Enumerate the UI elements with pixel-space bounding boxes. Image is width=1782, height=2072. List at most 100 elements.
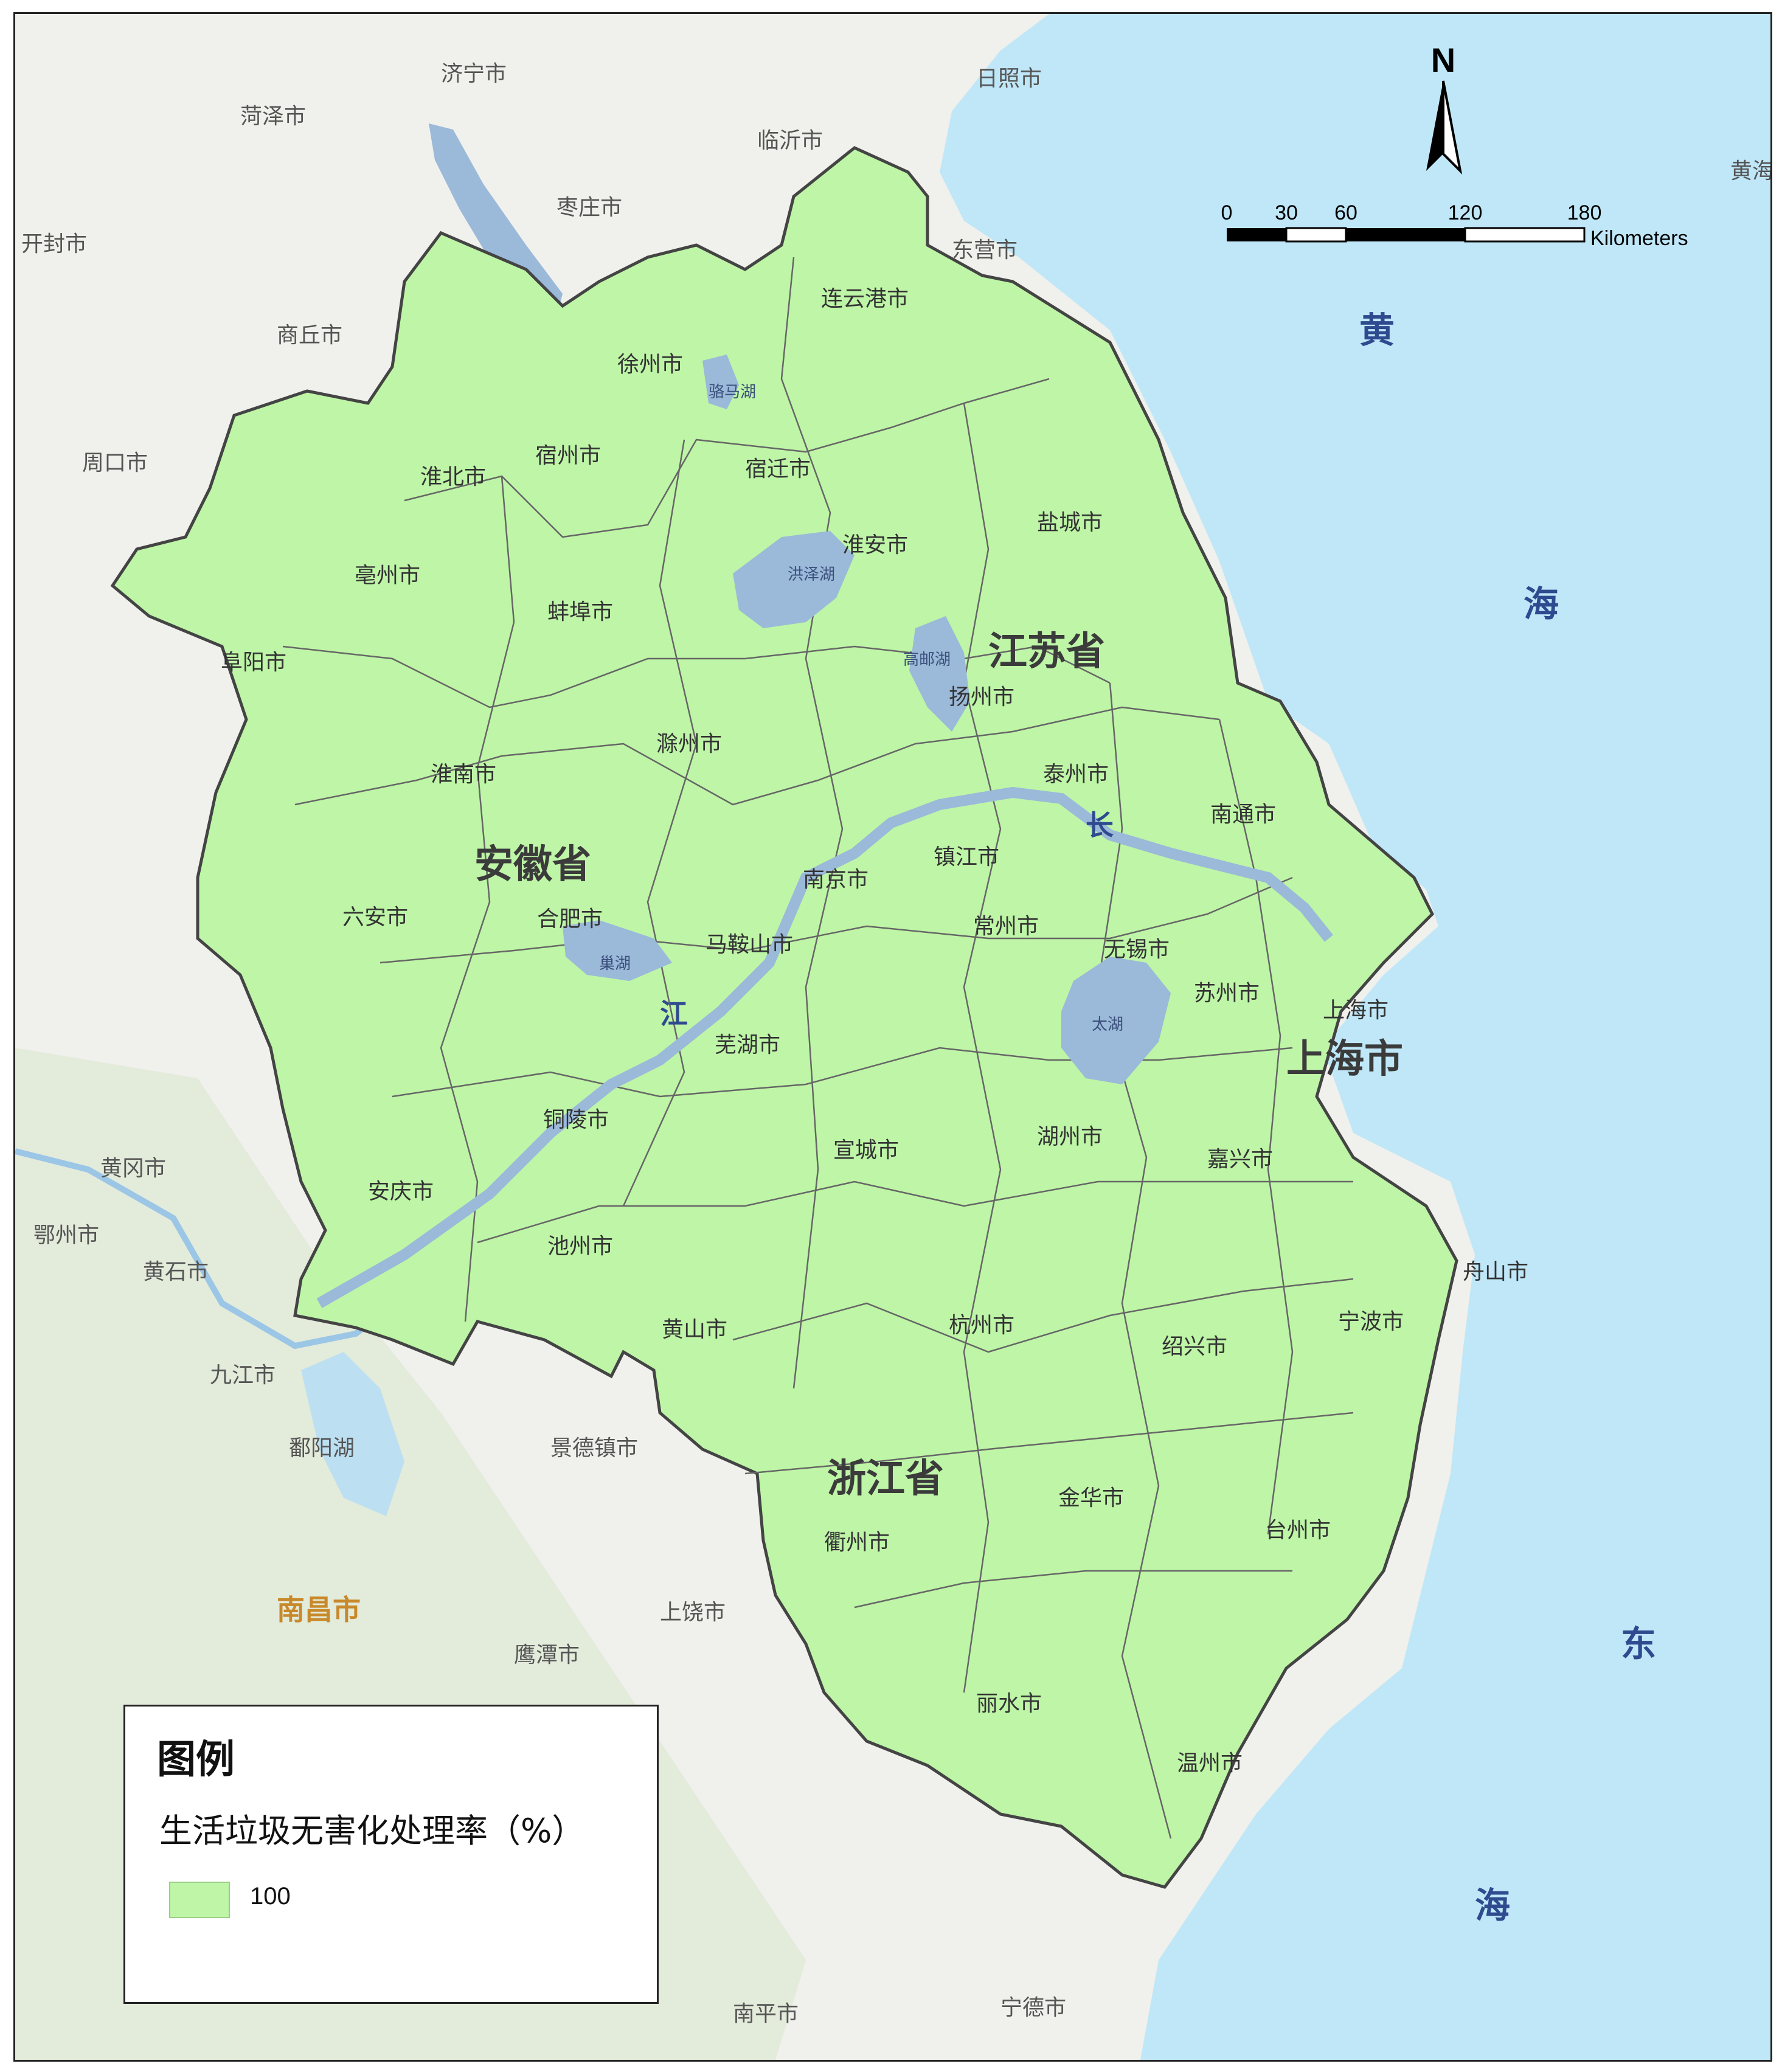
city-label: 无锡市 <box>1104 937 1170 962</box>
province-label: 安徽省 <box>474 842 591 887</box>
scale-tick-30: 30 <box>1275 201 1298 224</box>
scale-tick-0: 0 <box>1221 201 1233 224</box>
city-label: 绍兴市 <box>1162 1334 1227 1359</box>
place-label: 周口市 <box>82 451 148 476</box>
city-label: 阜阳市 <box>221 650 286 675</box>
sea-area <box>940 14 1770 2060</box>
place-label: 商丘市 <box>277 323 342 348</box>
place-label: 日照市 <box>976 66 1042 91</box>
north-label: N <box>1431 41 1455 79</box>
place-label: 黄石市 <box>143 1259 209 1284</box>
city-label: 盐城市 <box>1037 510 1103 535</box>
hongze-lake <box>733 531 855 628</box>
north-arrow-icon: N <box>1426 41 1463 175</box>
tai-lake <box>1061 957 1171 1084</box>
city-label: 铜陵市 <box>543 1107 609 1132</box>
sea-label: 东 <box>1621 1623 1656 1665</box>
city-label: 六安市 <box>342 905 408 930</box>
place-label: 鄂州市 <box>33 1223 99 1248</box>
lake-label: 高邮湖 <box>903 651 951 669</box>
city-label: 扬州市 <box>949 685 1014 710</box>
city-label: 徐州市 <box>617 352 683 377</box>
place-label: 上饶市 <box>660 1600 726 1625</box>
chao-lake <box>563 920 672 981</box>
city-label: 亳州市 <box>355 563 420 588</box>
legend-title: 图例 <box>157 1738 235 1783</box>
lake-label: 太湖 <box>1092 1016 1123 1034</box>
place-label: 菏泽市 <box>240 104 306 129</box>
sea-label: 海 <box>1524 583 1559 625</box>
nansi-lake <box>429 123 563 318</box>
legend-subtitle: 生活垃圾无害化处理率（%） <box>159 1812 585 1850</box>
scale-tick-60: 60 <box>1334 201 1357 224</box>
city-label: 镇江市 <box>934 845 999 870</box>
city-label: 温州市 <box>1177 1751 1243 1776</box>
place-label: 东营市 <box>952 238 1018 263</box>
place-label: 南平市 <box>733 2001 799 2026</box>
place-label: 临沂市 <box>757 128 823 153</box>
place-label: 宁德市 <box>1000 1995 1066 2020</box>
yangtze-river <box>316 786 1334 1308</box>
place-label: 南昌市 <box>277 1593 361 1626</box>
city-label: 淮南市 <box>431 762 496 787</box>
city-label: 苏州市 <box>1194 981 1260 1006</box>
city-label: 湖州市 <box>1037 1124 1103 1149</box>
city-label: 台州市 <box>1265 1518 1331 1543</box>
background-places: 济宁市 日照市 菏泽市 临沂市 枣庄市 开封市 商丘市 周口市 黄冈市 鄂州市 … <box>21 61 1770 2026</box>
yangtze-delta-region <box>110 146 1458 1889</box>
city-label: 连云港市 <box>821 286 909 311</box>
city-label: 黄山市 <box>662 1317 727 1342</box>
gaoyou-lake <box>909 616 970 732</box>
city-label: 嘉兴市 <box>1207 1147 1273 1172</box>
province-label: 江苏省 <box>988 629 1105 674</box>
city-label: 宣城市 <box>833 1138 899 1163</box>
city-label: 衢州市 <box>824 1530 890 1555</box>
city-label: 蚌埠市 <box>547 600 613 625</box>
place-label: 鄱阳湖 <box>289 1436 355 1461</box>
city-label: 宿州市 <box>535 443 601 468</box>
city-label: 金华市 <box>1058 1486 1124 1511</box>
city-label: 杭州市 <box>949 1313 1014 1338</box>
city-label: 安庆市 <box>368 1179 434 1204</box>
river-label: 江 <box>660 997 688 1030</box>
city-label: 池州市 <box>547 1234 613 1259</box>
river-label: 长 <box>1086 809 1114 842</box>
scale-bar: 0 30 60 120 180 Kilometers <box>1221 201 1688 250</box>
place-label: 黄海 <box>1730 159 1770 184</box>
city-label: 宁波市 <box>1338 1309 1404 1334</box>
lake-label: 巢湖 <box>599 955 631 973</box>
place-label: 景德镇市 <box>550 1436 638 1461</box>
province-label: 上海市 <box>1286 1037 1403 1082</box>
place-label: 鹰潭市 <box>514 1643 580 1668</box>
city-labels: 连云港市 徐州市 宿迁市 宿州市 淮北市 盐城市 淮安市 亳州市 蚌埠市 阜阳市… <box>221 286 1528 1776</box>
city-label: 淮安市 <box>842 533 908 558</box>
city-label: 芜湖市 <box>715 1033 780 1058</box>
poyang-lake <box>301 1352 404 1516</box>
place-label: 九江市 <box>210 1363 276 1388</box>
lake-label: 洪泽湖 <box>788 566 835 584</box>
city-label: 泰州市 <box>1043 762 1109 787</box>
city-label: 南京市 <box>803 867 868 892</box>
city-label: 宿迁市 <box>745 457 811 482</box>
legend-swatch <box>169 1882 230 1918</box>
city-label: 丽水市 <box>976 1691 1042 1716</box>
province-label: 浙江省 <box>827 1457 944 1502</box>
city-label: 淮北市 <box>420 465 486 490</box>
place-label: 枣庄市 <box>556 195 622 220</box>
city-label: 常州市 <box>973 914 1039 939</box>
lake-label: 骆马湖 <box>709 383 756 401</box>
scale-tick-120: 120 <box>1448 201 1483 224</box>
legend-item-label: 100 <box>250 1883 291 1910</box>
legend: 图例 生活垃圾无害化处理率（%） 100 <box>123 1705 659 2004</box>
city-label: 滁州市 <box>656 732 722 757</box>
scale-unit: Kilometers <box>1590 227 1688 250</box>
yangtze-west <box>15 1148 406 1350</box>
city-label: 舟山市 <box>1463 1259 1528 1284</box>
place-label: 济宁市 <box>441 61 507 86</box>
sea-label: 黄 <box>1359 310 1395 351</box>
scale-tick-180: 180 <box>1567 201 1602 224</box>
city-label: 南通市 <box>1210 802 1276 827</box>
city-label: 合肥市 <box>537 907 603 932</box>
place-label: 黄冈市 <box>100 1156 166 1181</box>
sea-label: 海 <box>1475 1885 1510 1926</box>
